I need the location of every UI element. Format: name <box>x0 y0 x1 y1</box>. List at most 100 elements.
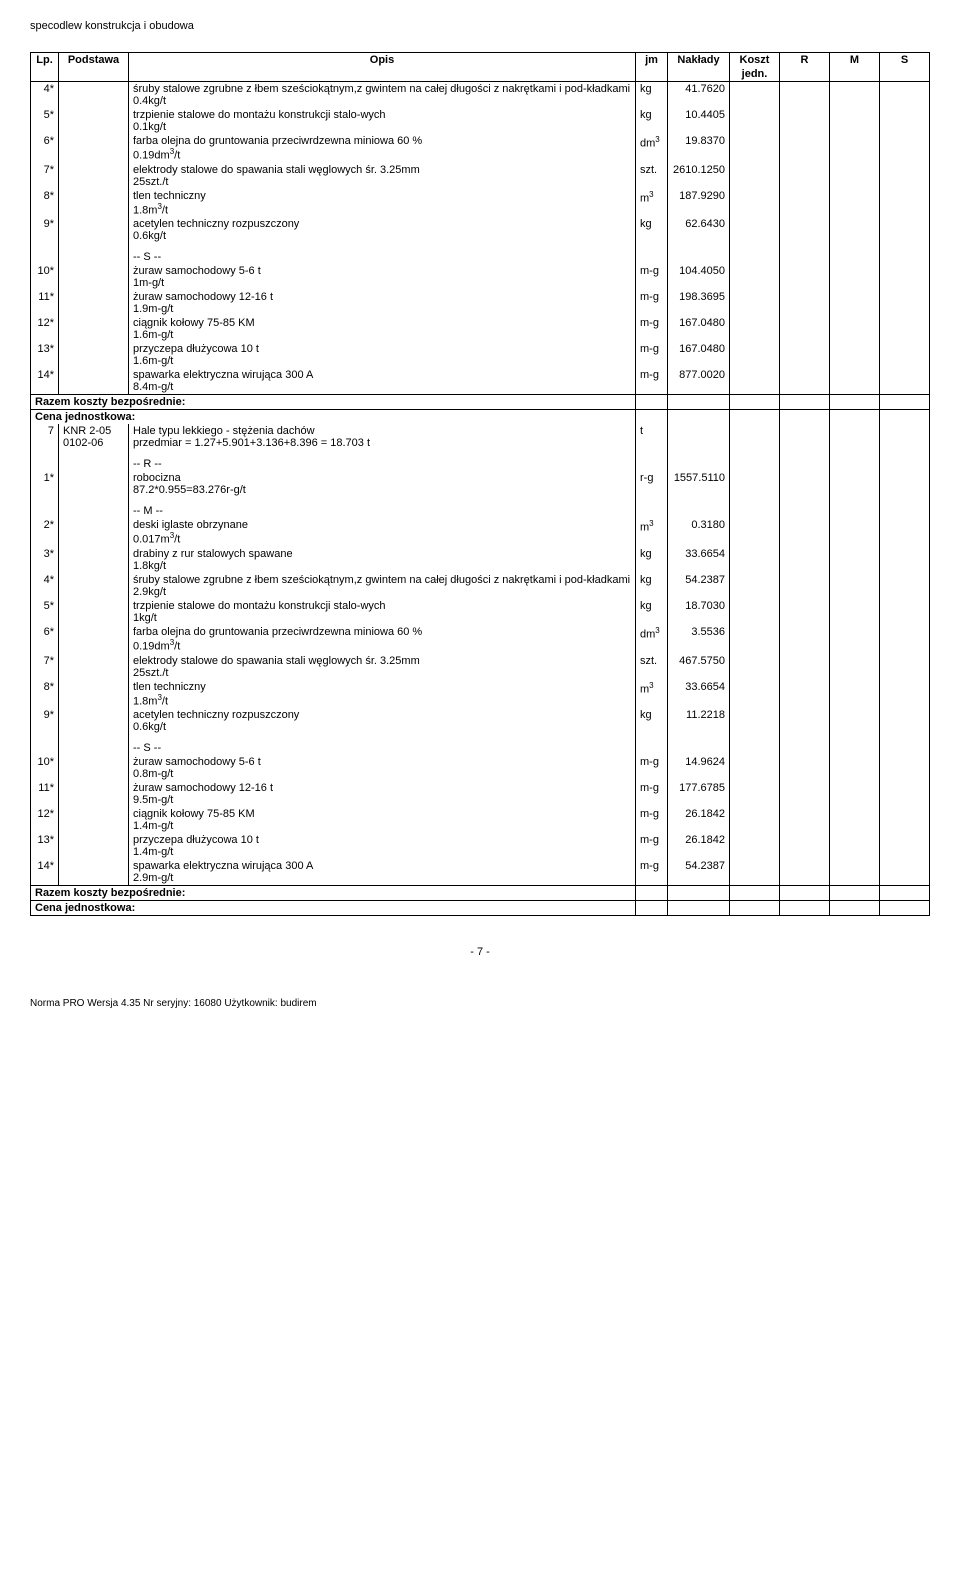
cell <box>668 243 730 264</box>
s-cell <box>880 82 930 109</box>
koszt-cell <box>730 807 780 833</box>
lp-cell: 14* <box>31 859 59 886</box>
m-cell <box>830 108 880 134</box>
cell <box>880 734 930 755</box>
header-jm: jm <box>636 53 668 82</box>
koszt-cell <box>730 859 780 886</box>
r-cell <box>780 547 830 573</box>
r-cell <box>780 108 830 134</box>
naklady-cell: 19.8370 <box>668 134 730 163</box>
table-row: -- R -- <box>31 450 930 471</box>
opis-cell: ciągnik kołowy 75-85 KM1.4m-g/t <box>129 807 636 833</box>
r-cell <box>780 134 830 163</box>
cell <box>636 395 668 410</box>
cell <box>880 395 930 410</box>
m-cell <box>830 518 880 547</box>
r-cell <box>780 518 830 547</box>
m-cell <box>830 471 880 497</box>
table-row: 9*acetylen techniczny rozpuszczony0.6kg/… <box>31 217 930 243</box>
r-cell <box>780 316 830 342</box>
lp-cell: 10* <box>31 264 59 290</box>
koszt-cell <box>730 708 780 734</box>
s-cell <box>880 518 930 547</box>
jm-cell: m3 <box>636 518 668 547</box>
koszt-cell <box>730 654 780 680</box>
koszt-cell <box>730 680 780 709</box>
cell <box>636 410 668 425</box>
cell <box>59 497 129 518</box>
lp-cell: 6* <box>31 625 59 654</box>
opis-cell: spawarka elektryczna wirująca 300 A8.4m-… <box>129 368 636 395</box>
cell <box>780 243 830 264</box>
table-row: 6*farba olejna do gruntowania przeciwrdz… <box>31 625 930 654</box>
opis-cell: żuraw samochodowy 12-16 t9.5m-g/t <box>129 781 636 807</box>
header-lp: Lp. <box>31 53 59 82</box>
s-cell <box>880 163 930 189</box>
podstawa-cell <box>59 471 129 497</box>
header-m: M <box>830 53 880 82</box>
opis-cell: śruby stalowe zgrubne z łbem sześciokątn… <box>129 573 636 599</box>
table-row: -- M -- <box>31 497 930 518</box>
r-cell <box>780 680 830 709</box>
r-cell <box>780 573 830 599</box>
table-row: 2*deski iglaste obrzynane0.017m3/tm30.31… <box>31 518 930 547</box>
jm-cell: t <box>636 424 668 450</box>
cell <box>780 497 830 518</box>
jm-cell: r-g <box>636 471 668 497</box>
koszt-cell <box>730 108 780 134</box>
podstawa-cell <box>59 833 129 859</box>
podstawa-cell <box>59 781 129 807</box>
koszt-cell <box>730 163 780 189</box>
cell <box>59 243 129 264</box>
lp-cell: 12* <box>31 807 59 833</box>
r-cell <box>780 290 830 316</box>
m-cell <box>830 599 880 625</box>
header-r: R <box>780 53 830 82</box>
podstawa-cell <box>59 755 129 781</box>
cell <box>636 901 668 916</box>
table-row: 5*trzpienie stalowe do montażu konstrukc… <box>31 108 930 134</box>
podstawa-cell <box>59 547 129 573</box>
m-cell <box>830 680 880 709</box>
table-row: 12*ciągnik kołowy 75-85 KM1.4m-g/tm-g26.… <box>31 807 930 833</box>
koszt-cell <box>730 781 780 807</box>
cell <box>830 901 880 916</box>
cell <box>880 410 930 425</box>
cell <box>668 901 730 916</box>
table-row: 14* spawarka elektryczna wirująca 300 A8.… <box>31 368 930 395</box>
jm-cell: m3 <box>636 189 668 218</box>
naklady-cell: 54.2387 <box>668 573 730 599</box>
koszt-cell <box>730 189 780 218</box>
table-row: 10*żuraw samochodowy 5-6 t0.8m-g/tm-g14.… <box>31 755 930 781</box>
koszt-cell <box>730 833 780 859</box>
opis-cell: spawarka elektryczna wirująca 300 A2.9m-… <box>129 859 636 886</box>
cell <box>730 243 780 264</box>
r-cell <box>780 342 830 368</box>
cell <box>830 450 880 471</box>
r-cell <box>780 625 830 654</box>
table-row: 4*śruby stalowe zgrubne z łbem sześcioką… <box>31 573 930 599</box>
naklady-cell: 41.7620 <box>668 82 730 109</box>
lp-cell: 14* <box>31 368 59 395</box>
lp-cell: 4* <box>31 82 59 109</box>
naklady-cell: 198.3695 <box>668 290 730 316</box>
table-row: 11*żuraw samochodowy 12-16 t9.5m-g/tm-g1… <box>31 781 930 807</box>
lp-cell: 13* <box>31 342 59 368</box>
jm-cell: kg <box>636 82 668 109</box>
header-naklady: Nakłady <box>668 53 730 82</box>
opis-cell: trzpienie stalowe do montażu konstrukcji… <box>129 108 636 134</box>
summary-cell: Cena jednostkowa: <box>31 901 636 916</box>
cell <box>730 901 780 916</box>
naklady-cell: 18.7030 <box>668 599 730 625</box>
jm-cell: m-g <box>636 342 668 368</box>
podstawa-cell <box>59 859 129 886</box>
jm-cell: kg <box>636 573 668 599</box>
jm-cell: m-g <box>636 833 668 859</box>
table-row: 12*ciągnik kołowy 75-85 KM1.6m-g/tm-g167… <box>31 316 930 342</box>
lp-cell: 1* <box>31 471 59 497</box>
cell <box>730 395 780 410</box>
s-cell <box>880 573 930 599</box>
jm-cell: m-g <box>636 755 668 781</box>
jm-cell: kg <box>636 708 668 734</box>
opis-cell: trzpienie stalowe do montażu konstrukcji… <box>129 599 636 625</box>
